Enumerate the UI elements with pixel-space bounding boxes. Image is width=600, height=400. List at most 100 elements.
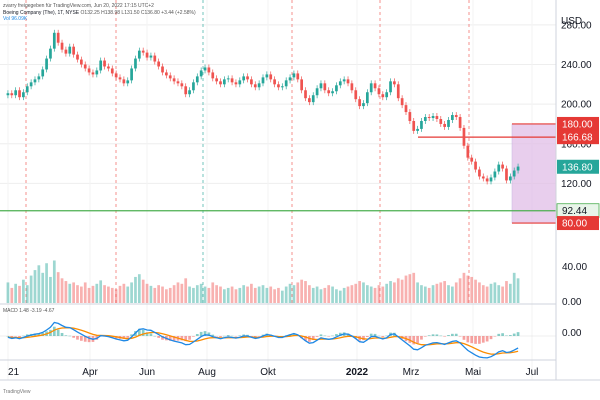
volume-tick-40: 40.00 xyxy=(562,262,587,273)
candle-body xyxy=(296,73,300,80)
macd-histogram-bar xyxy=(327,336,331,337)
macd-histogram-bar xyxy=(373,333,377,336)
volume-bar xyxy=(319,289,323,303)
candles xyxy=(6,29,520,185)
volume-bar xyxy=(365,285,369,303)
macd-legend[interactable]: MACD 1.48 -3.19 -4.67 xyxy=(3,308,55,314)
volume-bar xyxy=(466,275,470,303)
macd-histogram-bar xyxy=(18,336,21,338)
volume-bar xyxy=(354,283,358,303)
volume-bar xyxy=(350,285,354,303)
volume-bar xyxy=(474,279,477,303)
volume-bar xyxy=(103,285,106,303)
price-tick-label: 120.00 xyxy=(561,179,592,190)
macd-histogram-bar xyxy=(311,336,315,340)
candle-body xyxy=(80,59,83,65)
volume-bar xyxy=(323,287,327,303)
volume-bar xyxy=(443,281,446,303)
macd-histogram-bar xyxy=(242,334,246,336)
volume-bar xyxy=(14,283,18,303)
time-axis-label: 2022 xyxy=(346,367,369,378)
macd-histogram-bar xyxy=(315,336,319,337)
candle-body xyxy=(423,117,427,121)
candle-body xyxy=(458,117,462,128)
candle-body xyxy=(126,80,130,84)
volume-bar xyxy=(404,275,408,303)
candle-body xyxy=(145,52,149,58)
volume-bar xyxy=(83,282,87,303)
time-axis[interactable]: 21 Apr Jun Aug Okt 2022 Mrz Mai Jul xyxy=(8,367,538,378)
volume-bar xyxy=(203,286,207,303)
candle-body xyxy=(91,72,95,75)
volume-bar xyxy=(165,289,168,303)
macd-histogram-bar xyxy=(466,336,470,343)
candle-body xyxy=(335,85,338,92)
volume-bar xyxy=(308,285,311,303)
macd-histogram-bar xyxy=(493,336,497,337)
candle-body xyxy=(447,119,450,127)
candle-body xyxy=(280,86,284,88)
candle-body xyxy=(37,76,41,80)
candle-body xyxy=(223,79,226,85)
volume-bar xyxy=(242,285,246,303)
volume-bar xyxy=(49,276,52,303)
macd-histogram-bar xyxy=(10,336,14,338)
candle-body xyxy=(45,58,48,70)
tradingview-logo[interactable]: TradingView xyxy=(3,389,31,395)
price-tag-label: 180.00 xyxy=(562,119,593,130)
volume-bar xyxy=(176,282,180,303)
volume-bar xyxy=(18,285,21,303)
volume-bar xyxy=(304,281,307,303)
volume-bar xyxy=(238,287,242,303)
macd-histogram-bar xyxy=(80,336,83,341)
volume-tick-0: 0.00 xyxy=(562,297,582,308)
volume-bar xyxy=(10,287,14,303)
macd-histogram-bar xyxy=(192,336,195,337)
macd-histogram-bar xyxy=(416,336,419,344)
candle-body xyxy=(416,128,419,131)
volume-bar xyxy=(211,282,215,303)
volume-bar xyxy=(149,285,153,303)
price-tick-label: 160.00 xyxy=(561,139,592,150)
volume-bar xyxy=(41,272,45,303)
volume-bar xyxy=(505,281,508,303)
currency-label: USD xyxy=(561,16,582,27)
price-tag-label: 80.00 xyxy=(562,219,587,230)
macd-histogram-bar xyxy=(52,326,56,336)
macd-histogram-bar xyxy=(83,336,87,342)
volume-bar xyxy=(277,287,280,303)
price-axis[interactable]: 280.00 240.00 200.00 160.00 120.00 xyxy=(561,20,592,190)
volume-bar xyxy=(501,286,504,303)
volume-bar xyxy=(454,282,458,303)
volume-bar xyxy=(25,285,29,303)
volume-bar xyxy=(184,278,188,303)
candle-body xyxy=(64,49,68,54)
volume-bar xyxy=(261,285,265,303)
macd-histogram-bar xyxy=(87,336,91,343)
volume-bar xyxy=(122,283,126,303)
macd-histogram-bar xyxy=(203,331,207,336)
volume-bar xyxy=(470,276,474,303)
candle-body xyxy=(18,90,21,98)
volume-bar xyxy=(331,286,334,303)
candle-body xyxy=(22,92,25,98)
candle-body xyxy=(315,88,319,96)
volume-bar xyxy=(141,279,145,303)
macd-histogram-bar xyxy=(230,335,234,337)
macd-histogram-bar xyxy=(223,335,226,337)
candle-body xyxy=(246,76,249,80)
candle-body xyxy=(207,67,211,73)
macd-histogram-bar xyxy=(335,334,338,336)
candle-body xyxy=(505,168,508,181)
symbol-title[interactable]: Boeing Company (The), 1T, NYSE xyxy=(3,9,80,16)
volume-legend[interactable]: Vol 96.09K xyxy=(3,16,28,22)
candle-body xyxy=(87,68,91,73)
price-tag-background xyxy=(557,130,599,145)
macd-histogram-bar xyxy=(443,336,446,337)
price-tags: 180.00 166.68 136.80 92.44 80.00 xyxy=(556,116,600,231)
time-axis-label: 21 xyxy=(8,367,20,378)
volume-bar xyxy=(369,286,373,303)
macd-tick-0: 0.00 xyxy=(562,328,582,339)
macd-histogram-bar xyxy=(497,333,501,336)
macd-histogram-bar xyxy=(253,336,257,338)
